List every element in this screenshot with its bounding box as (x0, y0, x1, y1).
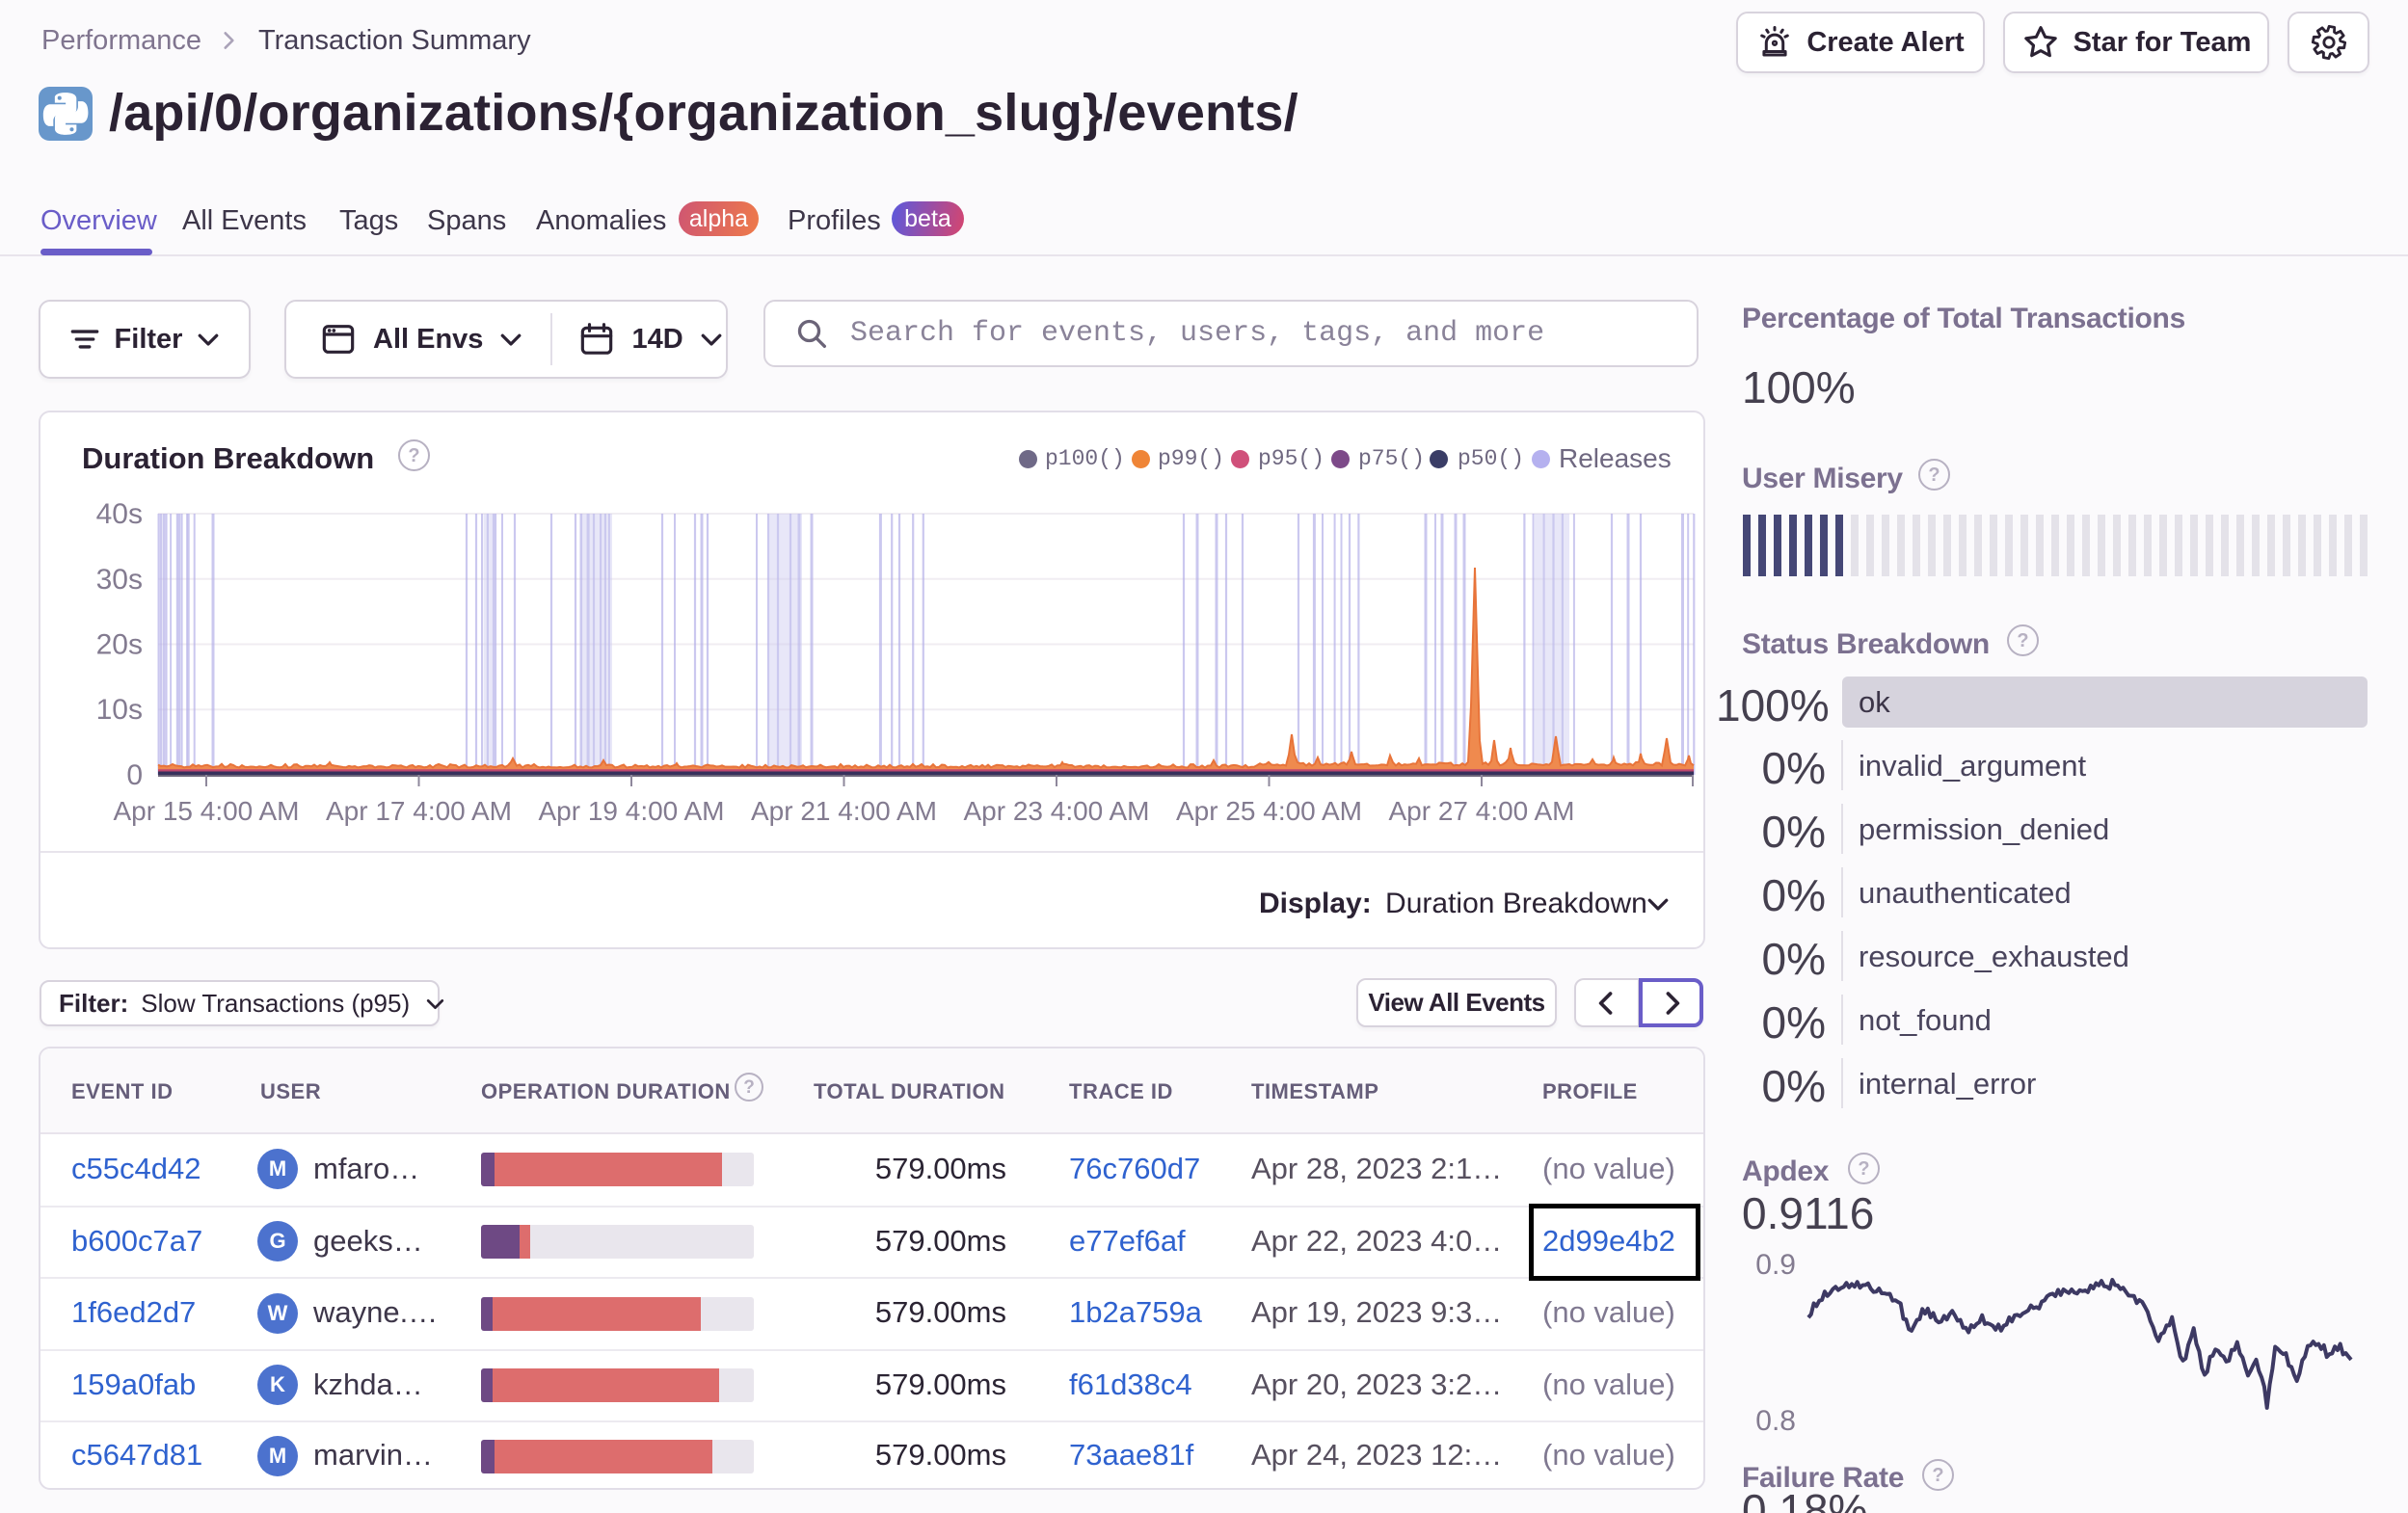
svg-text:20s: 20s (96, 629, 143, 661)
svg-text:0: 0 (126, 759, 143, 791)
svg-text:10s: 10s (96, 694, 143, 726)
svg-text:Apr 17 4:00 AM: Apr 17 4:00 AM (326, 796, 512, 826)
svg-text:Apr 21 4:00 AM: Apr 21 4:00 AM (751, 796, 937, 826)
svg-text:Apr 25 4:00 AM: Apr 25 4:00 AM (1176, 796, 1362, 826)
svg-text:Apr 19 4:00 AM: Apr 19 4:00 AM (538, 796, 724, 826)
svg-text:40s: 40s (96, 498, 143, 530)
svg-text:Apr 27 4:00 AM: Apr 27 4:00 AM (1388, 796, 1574, 826)
svg-text:Apr 23 4:00 AM: Apr 23 4:00 AM (963, 796, 1149, 826)
svg-text:30s: 30s (96, 564, 143, 596)
svg-text:Apr 15 4:00 AM: Apr 15 4:00 AM (113, 796, 299, 826)
